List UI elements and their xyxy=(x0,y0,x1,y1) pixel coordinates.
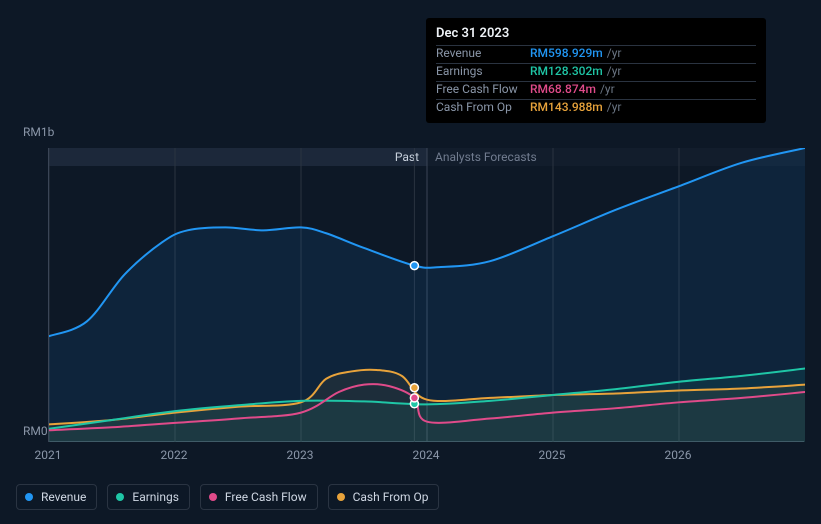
tooltip-value: RM68.874m xyxy=(530,82,596,96)
legend-label: Cash From Op xyxy=(353,490,429,504)
x-tick-label: 2024 xyxy=(413,448,440,462)
x-axis: 202120222023202420252026 xyxy=(48,448,804,466)
legend-label: Revenue xyxy=(41,490,86,504)
legend-label: Free Cash Flow xyxy=(225,490,307,504)
tooltip-row: Free Cash FlowRM68.874m/yr xyxy=(436,81,756,99)
tooltip-row: EarningsRM128.302m/yr xyxy=(436,63,756,81)
legend-item[interactable]: Earnings xyxy=(107,484,190,510)
series-marker xyxy=(410,262,418,270)
tooltip-label: Free Cash Flow xyxy=(436,82,530,96)
tooltip-value: RM128.302m xyxy=(530,64,603,78)
x-tick-label: 2022 xyxy=(161,448,188,462)
y-label-top: RM1b xyxy=(23,125,54,139)
tooltip-unit: /yr xyxy=(600,82,615,96)
legend-swatch xyxy=(116,493,124,501)
legend-label: Earnings xyxy=(132,490,179,504)
x-tick-label: 2021 xyxy=(35,448,62,462)
tooltip-value: RM598.929m xyxy=(530,46,603,60)
x-tick-label: 2025 xyxy=(539,448,566,462)
tooltip-value: RM143.988m xyxy=(530,100,603,114)
tooltip-label: Cash From Op xyxy=(436,100,530,114)
legend-item[interactable]: Free Cash Flow xyxy=(200,484,318,510)
y-label-bottom: RM0 xyxy=(23,424,48,438)
series-marker xyxy=(410,384,418,392)
plot-svg xyxy=(49,148,805,442)
x-tick-label: 2026 xyxy=(665,448,692,462)
x-tick-label: 2023 xyxy=(287,448,314,462)
legend-swatch xyxy=(209,493,217,501)
legend: Revenue Earnings Free Cash Flow Cash From O… xyxy=(16,484,439,510)
tooltip-card: Dec 31 2023 RevenueRM598.929m/yrEarnings… xyxy=(426,18,766,123)
tooltip-date: Dec 31 2023 xyxy=(436,26,756,41)
tooltip-row: Cash From OpRM143.988m/yr xyxy=(436,99,756,117)
plot: Past Analysts Forecasts xyxy=(48,148,804,442)
legend-swatch xyxy=(25,493,33,501)
series-marker xyxy=(410,394,418,402)
tooltip-unit: /yr xyxy=(607,100,622,114)
legend-item[interactable]: Revenue xyxy=(16,484,97,510)
tooltip-unit: /yr xyxy=(607,64,622,78)
tooltip-label: Revenue xyxy=(436,46,530,60)
legend-swatch xyxy=(337,493,345,501)
tooltip-label: Earnings xyxy=(436,64,530,78)
legend-item[interactable]: Cash From Op xyxy=(328,484,440,510)
tooltip-unit: /yr xyxy=(607,46,622,60)
tooltip-row: RevenueRM598.929m/yr xyxy=(436,45,756,63)
